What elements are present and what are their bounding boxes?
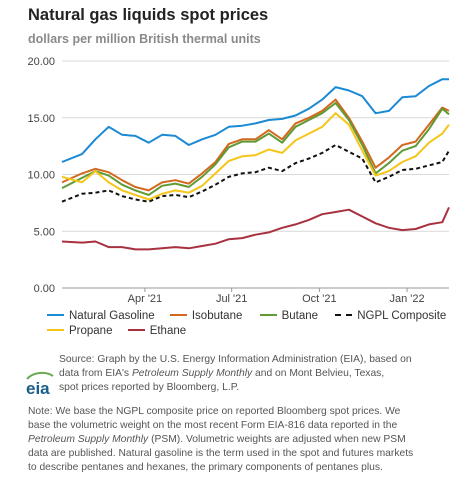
chart-title: Natural gas liquids spot prices (28, 6, 269, 24)
series-line-propane (61, 112, 450, 201)
legend-label-isobutane: Isobutane (191, 310, 243, 322)
legend-swatch-propane (47, 328, 64, 331)
legend-item-ngpl-composite: NGPL Composite (335, 310, 446, 322)
note-line-5: to describe pentanes and hexanes, the pr… (28, 462, 383, 473)
note-line-1: Note: We base the NGPL composite price o… (28, 406, 401, 417)
source-line-1: Source: Graph by the U.S. Energy Informa… (59, 354, 412, 365)
note-line-2: base the volumetric weight on the most r… (28, 420, 398, 431)
note-psm-title: Petroleum Supply Monthly (28, 434, 149, 445)
x-tick-label-2: Oct '21 (302, 293, 337, 305)
legend-label-ngpl-composite: NGPL Composite (357, 310, 447, 322)
series-line-ngpl-composite (61, 144, 450, 203)
legend-label-propane: Propane (69, 325, 113, 337)
eia-logo: eia (26, 371, 54, 398)
series-line-ethane (61, 206, 450, 251)
legend-swatch-ngpl-composite (335, 313, 353, 316)
legend-label-ethane: Ethane (149, 325, 187, 337)
legend-swatch-isobutane (169, 313, 187, 316)
legend-row-2: Propane Ethane (47, 325, 462, 340)
legend-item-natural-gasoline: Natural Gasoline (47, 310, 155, 322)
legend-item-ethane: Ethane (127, 325, 187, 337)
source-psm-title: Petroleum Supply Monthly (131, 368, 253, 379)
methodology-note: Note: We base the NGPL composite price o… (28, 405, 460, 475)
source-line-2: data from EIA's Petroleum Supply Monthly… (59, 367, 459, 381)
y-tick-label-2: 10.00 (27, 170, 55, 182)
chart-subtitle: dollars per million British thermal unit… (28, 32, 261, 46)
chart-legend: Natural Gasoline Isobutane Butane NGPL C… (47, 310, 462, 340)
legend-label-butane: Butane (281, 310, 319, 322)
y-tick-label-3: 15.00 (27, 113, 55, 125)
y-tick-label-4: 20.00 (27, 56, 55, 68)
series-line-butane (61, 102, 450, 196)
legend-row-1: Natural Gasoline Isobutane Butane NGPL C… (47, 310, 462, 325)
line-chart: 0.00 5.00 10.00 15.00 20.00 Apr '21 Jul '21 Oct… (27, 56, 450, 305)
legend-item-isobutane: Isobutane (169, 310, 243, 322)
x-tick-label-1: Jul '21 (216, 293, 247, 305)
legend-item-butane: Butane (259, 310, 319, 322)
series-line-natural-gasoline (61, 78, 449, 163)
note-line-3-post: (PSM). Volumetric weights are adjusted w… (148, 434, 406, 445)
source-line-2-pre: data from EIA's (59, 368, 132, 379)
legend-item-propane: Propane (47, 325, 112, 337)
note-line-4: data are published. Natural gasoline is … (28, 448, 414, 459)
source-note: Source: Graph by the U.S. Energy Informa… (59, 353, 459, 395)
source-line-2-post: and on Mont Belvieu, Texas, (252, 368, 385, 379)
note-line-3: Petroleum Supply Monthly (PSM). Volumetr… (28, 433, 460, 447)
eia-logo-text: eia (26, 379, 50, 398)
series-line-isobutane (61, 98, 450, 192)
y-tick-label-1: 5.00 (34, 226, 55, 238)
y-tick-label-0: 0.00 (34, 283, 55, 295)
source-line-3: spot prices reported by Bloomberg, L.P. (59, 382, 240, 393)
legend-swatch-natural-gasoline (47, 313, 64, 316)
legend-swatch-ethane (127, 328, 145, 331)
x-tick-label-0: Apr '21 (128, 293, 163, 305)
legend-swatch-butane (259, 313, 277, 316)
x-tick-label-3: Jan '22 (389, 293, 424, 305)
legend-label-natural-gasoline: Natural Gasoline (69, 310, 155, 322)
